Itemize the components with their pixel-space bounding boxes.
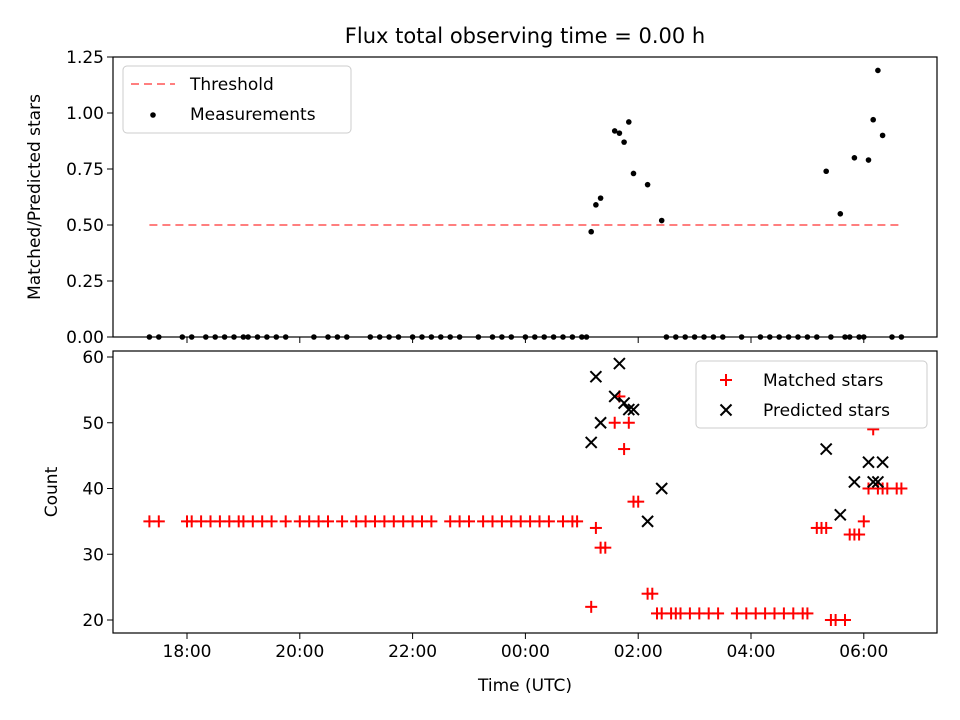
predicted-star-marker — [862, 455, 875, 469]
matched-star-marker — [589, 521, 602, 534]
predicted-star-marker — [819, 442, 833, 456]
legend-predicted-label: Predicted stars — [763, 401, 890, 421]
legend-threshold-label: Threshold — [189, 75, 274, 95]
legend-measurement-swatch — [150, 112, 156, 118]
matched-star-marker — [618, 443, 631, 456]
bottom-legend-box — [695, 360, 928, 429]
legend-predicted-swatch — [719, 403, 733, 417]
predicted-star-marker — [866, 475, 880, 489]
bottom-legend: Matched stars Predicted stars — [695, 360, 928, 429]
y-tick-label: 1.25 — [66, 48, 104, 68]
predicted-star-marker — [613, 357, 626, 370]
predicted-star-marker — [584, 436, 598, 449]
predicted-star-marker — [655, 482, 668, 495]
predicted-star-marker — [594, 416, 607, 429]
top-y-axis-label: Matched/Predicted stars — [25, 94, 45, 300]
matched-star-marker — [839, 614, 851, 626]
legend-measurement-label: Measurements — [190, 105, 316, 125]
measurement-point — [837, 211, 844, 217]
measurement-point — [626, 119, 632, 125]
matched-star-marker — [279, 515, 292, 528]
measurement-point — [851, 155, 858, 161]
measurement-point — [644, 181, 651, 188]
top-legend: Threshold Measurements — [122, 65, 352, 134]
top-legend-box — [122, 65, 352, 134]
predicted-star-marker — [876, 455, 889, 469]
measurement-point — [658, 217, 665, 224]
predicted-star-marker — [622, 403, 636, 416]
measurement-point — [616, 130, 623, 136]
measurement-point — [865, 157, 872, 163]
matched-star-marker — [463, 515, 475, 528]
matched-star-marker — [152, 515, 165, 528]
measurement-point — [870, 116, 876, 123]
legend-matched-label: Matched stars — [763, 371, 883, 391]
x-tick-label: 06:00 — [839, 642, 888, 662]
measurement-point — [879, 132, 886, 139]
matched-star-marker — [632, 495, 645, 508]
matched-star-marker — [801, 607, 814, 620]
measurement-point — [597, 195, 604, 201]
y-tick-label: 0.75 — [66, 160, 104, 180]
measurement-point — [630, 170, 637, 177]
matched-star-marker — [853, 528, 866, 541]
measurement-point — [875, 67, 881, 74]
y-tick-label: 50 — [82, 414, 104, 434]
chart-title: Flux total observing time = 0.00 h — [345, 24, 705, 48]
matched-star-marker — [608, 416, 621, 429]
y-tick-label: 60 — [82, 348, 104, 368]
y-tick-label: 0.50 — [66, 216, 104, 236]
matched-star-marker — [322, 515, 334, 528]
matched-star-marker — [265, 515, 278, 528]
measurement-point — [588, 228, 594, 235]
predicted-star-marker — [617, 396, 631, 410]
x-tick-label: 22:00 — [388, 642, 437, 662]
matched-star-marker — [571, 515, 584, 528]
x-tick-label: 02:00 — [614, 642, 663, 662]
matched-star-marker — [599, 541, 612, 554]
matched-star-marker — [646, 587, 659, 600]
y-tick-label: 0.25 — [66, 272, 104, 292]
predicted-star-marker — [641, 515, 654, 528]
predicted-star-marker — [589, 370, 603, 383]
matched-star-marker — [820, 521, 833, 534]
top-panel: 0.00 0.25 0.50 0.75 1.00 1.25 Matched/Predicte… — [25, 48, 938, 348]
measurement-point — [823, 168, 829, 175]
y-tick-label: 20 — [82, 611, 104, 631]
measurement-point — [611, 128, 618, 134]
x-axis-label: Time (UTC) — [477, 676, 572, 696]
matched-star-marker — [857, 515, 870, 528]
matched-star-marker — [542, 515, 555, 528]
predicted-star-marker — [834, 508, 847, 522]
bottom-panel: 20 30 40 50 60 18:00 20:00 22:00 00:00 02:00 04:00… — [42, 348, 938, 696]
measurement-point — [621, 139, 627, 145]
predicted-star-marker — [627, 403, 640, 416]
y-tick-label: 30 — [82, 545, 104, 565]
matched-star-marker — [712, 607, 725, 620]
matched-star-marker — [425, 515, 438, 528]
y-tick-label: 0.00 — [66, 328, 104, 348]
bottom-y-axis-label: Count — [42, 466, 62, 517]
y-tick-label: 40 — [82, 480, 104, 500]
matched-star-marker — [895, 482, 908, 495]
measurement-point — [593, 202, 599, 208]
predicted-star-marker — [871, 475, 885, 489]
x-tick-label: 04:00 — [727, 642, 776, 662]
matched-star-marker — [585, 600, 598, 613]
predicted-star-marker — [848, 475, 861, 489]
x-tick-label: 00:00 — [501, 642, 550, 662]
x-tick-label: 20:00 — [275, 642, 324, 662]
matched-star-marker — [336, 515, 349, 528]
y-tick-label: 1.00 — [66, 104, 104, 124]
predicted-star-marker — [608, 390, 621, 403]
x-tick-label: 18:00 — [163, 642, 212, 662]
matched-star-marker — [622, 416, 635, 429]
